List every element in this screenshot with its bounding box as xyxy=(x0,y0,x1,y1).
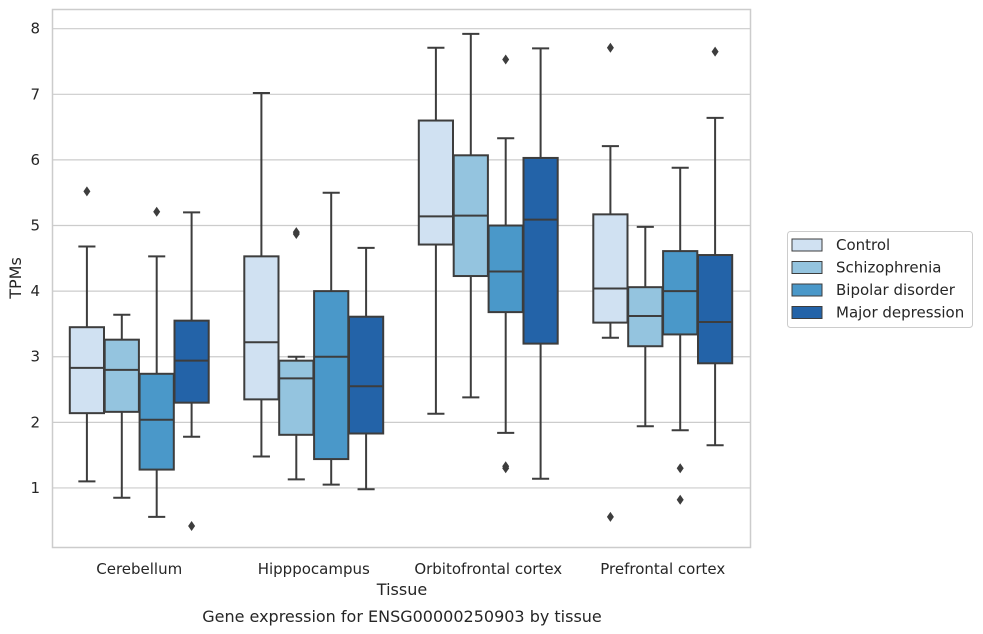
box-iqr xyxy=(243,255,280,401)
outlier-point xyxy=(676,494,684,505)
box-iqr xyxy=(347,315,385,435)
legend-item: Control xyxy=(791,236,890,254)
x-tick-labels: Cerebellum Hipppocampus Orbitofrontal cort… xyxy=(96,560,725,578)
y-tick-label: 1 xyxy=(30,479,40,497)
legend-item: Major depression xyxy=(791,304,964,322)
legend-frame xyxy=(787,231,973,328)
outlier-point xyxy=(711,46,719,57)
x-tick-label: Prefrontal cortex xyxy=(600,560,725,578)
box-iqr xyxy=(696,254,734,365)
y-axis-label: TPMs xyxy=(6,257,25,300)
y-tick-label: 7 xyxy=(30,85,40,103)
y-tick-labels: 1 2 3 4 5 6 7 8 xyxy=(30,20,40,497)
box-iqr xyxy=(278,359,315,436)
x-tick-label: Cerebellum xyxy=(96,560,182,578)
outlier-point xyxy=(83,186,91,197)
y-tick-label: 2 xyxy=(30,413,40,431)
box-iqr xyxy=(68,326,106,415)
box-iqr xyxy=(417,119,455,246)
plot-frame xyxy=(51,8,752,549)
y-tick-label: 3 xyxy=(30,348,40,366)
box-iqr xyxy=(522,156,559,345)
outlier-point xyxy=(502,461,510,472)
box-iqr xyxy=(103,338,140,413)
outlier-point xyxy=(153,206,161,217)
box-iqr xyxy=(138,372,175,471)
boxes xyxy=(68,32,734,532)
box-iqr xyxy=(592,213,629,324)
box-major-depression xyxy=(347,246,385,491)
outlier-point xyxy=(676,463,684,474)
legend: Control Schizophrenia Bipolar disorder Majo… xyxy=(787,231,973,328)
box-iqr xyxy=(487,224,524,314)
legend-label: Major depression xyxy=(836,304,964,322)
legend-label: Bipolar disorder xyxy=(836,281,956,299)
legend-swatch xyxy=(791,238,823,252)
y-tick-label: 8 xyxy=(30,20,40,38)
x-tick-label: Orbitofrontal cortex xyxy=(414,560,562,578)
outlier-point xyxy=(606,511,614,522)
box-schizophrenia xyxy=(103,313,140,499)
legend-swatch xyxy=(791,283,823,297)
outlier-point xyxy=(292,227,300,238)
legend-swatch xyxy=(791,261,823,274)
legend-label: Schizophrenia xyxy=(836,259,941,277)
figure-caption: Gene expression for ENSG00000250903 by t… xyxy=(202,607,602,626)
box-control xyxy=(68,186,106,483)
box-iqr xyxy=(662,250,699,336)
legend-swatch xyxy=(791,306,823,319)
box-schizophrenia xyxy=(278,227,315,481)
box-iqr xyxy=(313,290,350,461)
legend-item: Schizophrenia xyxy=(791,259,941,277)
y-tick-label: 6 xyxy=(30,151,40,169)
legend-item: Bipolar disorder xyxy=(791,281,956,299)
y-tick-label: 4 xyxy=(30,282,40,300)
y-tick-label: 5 xyxy=(30,217,40,235)
box-control xyxy=(243,91,280,458)
box-control xyxy=(592,42,629,522)
box-major-depression xyxy=(173,211,210,532)
box-bipolar-disorder xyxy=(313,191,350,486)
box-major-depression xyxy=(696,46,734,447)
x-axis-label: Tissue xyxy=(376,580,427,599)
box-major-depression xyxy=(522,47,559,480)
box-bipolar-disorder xyxy=(487,54,524,474)
box-schizophrenia xyxy=(452,32,489,399)
box-bipolar-disorder xyxy=(662,166,699,505)
legend-label: Control xyxy=(836,236,890,254)
box-bipolar-disorder xyxy=(138,206,175,518)
box-schizophrenia xyxy=(627,225,664,428)
outlier-point xyxy=(502,54,510,65)
outlier-point xyxy=(606,42,614,53)
x-tick-label: Hipppocampus xyxy=(258,560,370,578)
outlier-point xyxy=(188,521,196,532)
box-control xyxy=(417,46,455,415)
